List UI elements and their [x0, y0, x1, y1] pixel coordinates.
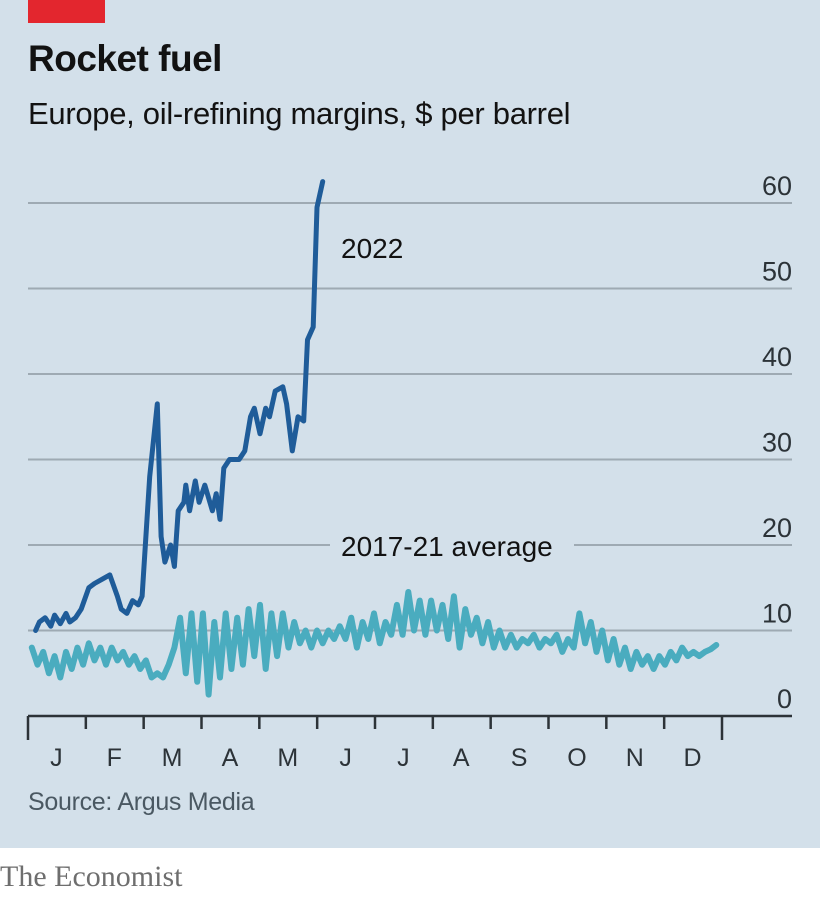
x-tick-label-2: M — [162, 744, 184, 772]
x-tick-label-0: J — [50, 744, 64, 772]
brand-red-tag — [28, 0, 105, 23]
x-tick-label-11: D — [684, 744, 703, 772]
y-tick-label-40: 40 — [762, 342, 792, 372]
series-label-2022: 2022 — [341, 233, 403, 264]
x-tick-label-9: O — [567, 744, 587, 772]
y-tick-label-0: 0 — [777, 684, 792, 714]
series-label-average: 2017-21 average — [341, 531, 553, 562]
publisher-brand: The Economist — [0, 860, 183, 893]
y-tick-label-50: 50 — [762, 257, 792, 287]
label-gap — [330, 531, 574, 559]
x-tick-label-3: A — [222, 744, 240, 772]
source-note: Source: Argus Media — [28, 788, 255, 816]
chart-subtitle: Europe, oil-refining margins, $ per barr… — [28, 96, 571, 131]
series-line-average — [28, 589, 720, 698]
chart-panel — [0, 0, 820, 848]
x-tick-label-6: J — [397, 744, 411, 772]
x-tick-label-5: J — [339, 744, 353, 772]
gridlines — [28, 202, 792, 632]
y-tick-label-20: 20 — [762, 513, 792, 543]
y-tick-label-30: 30 — [762, 428, 792, 458]
x-tick-label-10: N — [626, 744, 645, 772]
y-tick-label-10: 10 — [762, 599, 792, 629]
x-tick-label-8: S — [511, 744, 529, 772]
y-tick-labels: 0 10 20 30 40 50 60 — [762, 171, 792, 714]
chart-title: Rocket fuel — [28, 38, 222, 79]
series-line-2022 — [33, 179, 326, 633]
series-lines — [28, 179, 720, 698]
x-tick-label-1: F — [107, 744, 123, 772]
x-tick-label-7: A — [453, 744, 471, 772]
y-tick-label-60: 60 — [762, 171, 792, 201]
x-tick-label-4: M — [277, 744, 299, 772]
